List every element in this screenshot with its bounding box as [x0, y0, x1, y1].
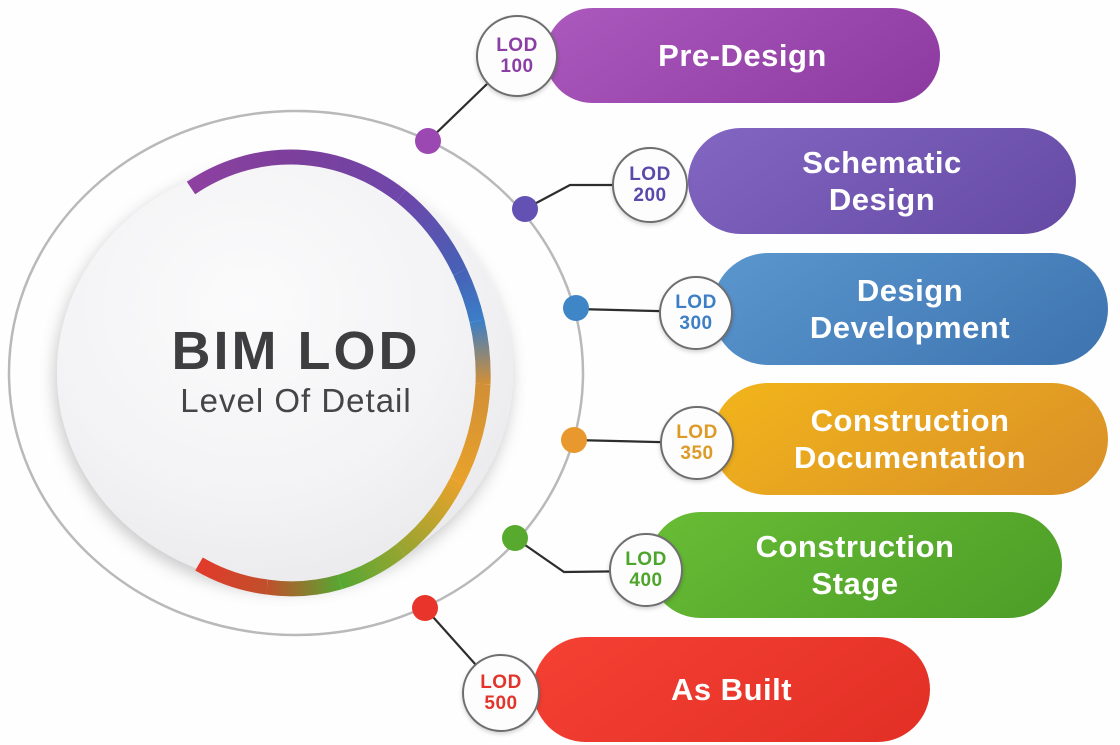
pill-label: As Built [670, 672, 793, 707]
center-label: BIM LOD Level Of Detail [96, 322, 496, 422]
pill-label: Design Development [809, 273, 1011, 345]
badge-lod-text: LOD [480, 672, 522, 693]
badge-lod-text: LOD [625, 549, 667, 570]
pill-lod-350: Construction Documentation [712, 383, 1108, 495]
badge-lod-number: 100 [500, 56, 534, 77]
level-gradient-arc [186, 149, 491, 597]
badge-lod-500: LOD 500 [462, 654, 540, 732]
badge-lod-200: LOD 200 [612, 147, 688, 223]
badge-lod-number: 300 [679, 313, 713, 334]
badge-lod-400: LOD 400 [609, 533, 683, 607]
badge-lod-text: LOD [675, 292, 717, 313]
badge-lod-100: LOD 100 [476, 15, 558, 97]
pill-label: Construction Documentation [793, 403, 1027, 475]
dot-lod-350 [561, 427, 587, 453]
dot-lod-400 [502, 525, 528, 551]
outer-ring [7, 109, 585, 637]
pill-lod-200: Schematic Design [688, 128, 1076, 234]
dot-lod-100 [415, 128, 441, 154]
badge-lod-number: 350 [680, 443, 714, 464]
badge-lod-text: LOD [496, 35, 538, 56]
inner-circle [57, 161, 513, 585]
pill-lod-400: Construction Stage [648, 512, 1062, 618]
diagram-subtitle: Level Of Detail [180, 382, 412, 419]
badge-lod-number: 500 [484, 693, 518, 714]
badge-lod-text: LOD [676, 422, 718, 443]
badge-lod-300: LOD 300 [659, 276, 733, 350]
badge-lod-text: LOD [629, 164, 671, 185]
pill-label: Schematic Design [802, 145, 962, 217]
pill-lod-500: As Built [533, 637, 930, 742]
pill-lod-300: Design Development [712, 253, 1108, 365]
dot-lod-200 [512, 196, 538, 222]
badge-lod-350: LOD 350 [660, 406, 734, 480]
badge-lod-number: 200 [633, 185, 667, 206]
diagram-title: BIM LOD [171, 321, 421, 381]
badge-lod-number: 400 [629, 570, 663, 591]
pill-label: Construction Stage [755, 529, 955, 601]
pill-lod-100: Pre-Design [545, 8, 940, 103]
pill-label: Pre-Design [658, 38, 827, 73]
dot-lod-300 [563, 295, 589, 321]
dot-lod-500 [412, 595, 438, 621]
